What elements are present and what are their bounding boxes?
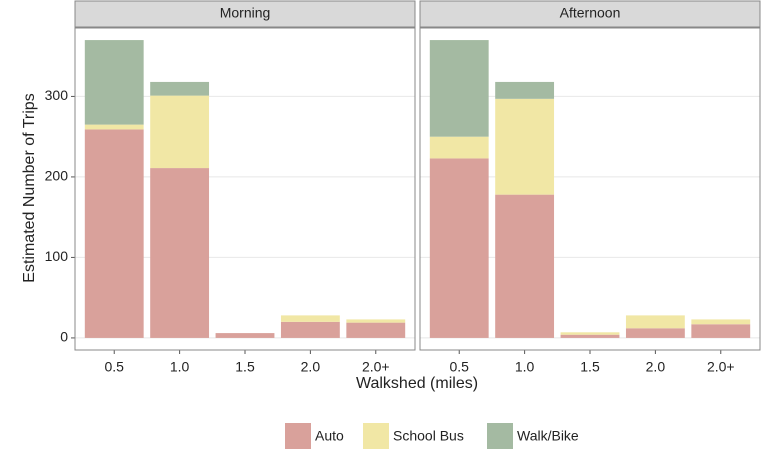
bar-segment <box>429 136 489 159</box>
x-tick-label: 2.0 <box>301 359 321 375</box>
bar-segment <box>691 319 751 325</box>
bar-segment <box>280 315 340 322</box>
legend-swatch <box>285 423 311 449</box>
bar-segment <box>560 332 620 335</box>
strip <box>74 0 416 28</box>
bar-segment <box>495 98 555 195</box>
y-axis-label: Estimated Number of Trips <box>21 93 38 282</box>
x-tick-label: 1.0 <box>515 359 535 375</box>
bar-segment <box>429 158 489 338</box>
bar-segment <box>84 40 144 125</box>
bar-segment <box>429 40 489 137</box>
facet-title: Afternoon <box>560 5 621 21</box>
legend-label: Auto <box>315 428 344 444</box>
legend-swatch <box>363 423 389 449</box>
x-tick-label: 2.0+ <box>707 359 735 375</box>
bar-segment <box>691 324 751 338</box>
y-tick-label: 100 <box>45 248 69 264</box>
x-tick-label: 0.5 <box>449 359 469 375</box>
bar-segment <box>625 315 685 329</box>
bar-segment <box>150 95 210 169</box>
y-tick-label: 300 <box>45 87 69 103</box>
legend-swatch <box>487 423 513 449</box>
legend-label: School Bus <box>393 428 464 444</box>
bar-segment <box>84 124 144 130</box>
y-tick-label: 0 <box>60 329 68 345</box>
bar-segment <box>346 319 406 323</box>
x-axis-label: Walkshed (miles) <box>356 375 478 392</box>
x-tick-label: 0.5 <box>104 359 124 375</box>
x-tick-label: 2.0 <box>646 359 666 375</box>
bar-segment <box>280 321 340 338</box>
panel-border <box>74 27 416 351</box>
bar-segment <box>625 328 685 338</box>
facet-title: Morning <box>220 5 271 21</box>
panel-border <box>419 27 761 351</box>
bar-segment <box>560 334 620 338</box>
bar-segment <box>150 168 210 338</box>
bar-segment <box>84 129 144 338</box>
x-tick-label: 1.5 <box>235 359 255 375</box>
strip <box>419 0 761 28</box>
bar-segment <box>215 333 275 338</box>
bar-segment <box>150 81 210 96</box>
legend-label: Walk/Bike <box>517 428 579 444</box>
bar-segment <box>346 322 406 338</box>
x-tick-label: 2.0+ <box>362 359 390 375</box>
x-tick-label: 1.5 <box>580 359 600 375</box>
y-tick-label: 200 <box>45 168 69 184</box>
x-tick-label: 1.0 <box>170 359 190 375</box>
bar-segment <box>495 81 555 99</box>
bar-segment <box>495 194 555 338</box>
